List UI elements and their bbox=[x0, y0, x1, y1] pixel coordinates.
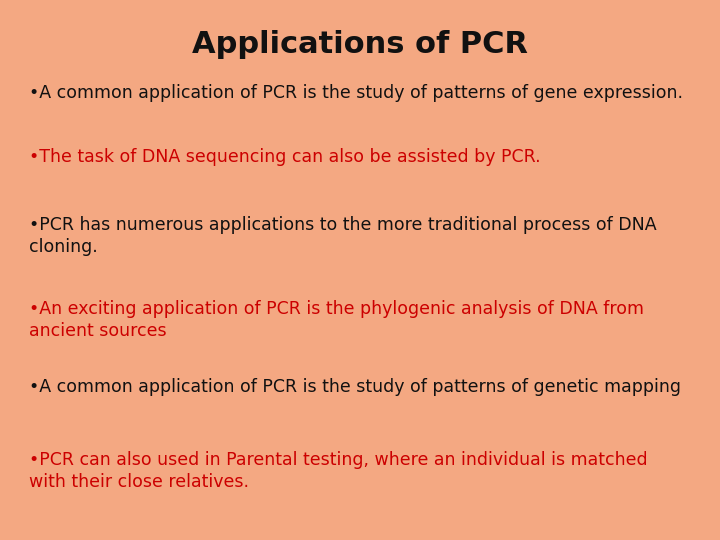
Text: •PCR has numerous applications to the more traditional process of DNA
cloning.: •PCR has numerous applications to the mo… bbox=[29, 216, 657, 256]
Text: •The task of DNA sequencing can also be assisted by PCR.: •The task of DNA sequencing can also be … bbox=[29, 148, 541, 166]
Text: •An exciting application of PCR is the phylogenic analysis of DNA from
ancient s: •An exciting application of PCR is the p… bbox=[29, 300, 644, 340]
Text: •A common application of PCR is the study of patterns of gene expression.: •A common application of PCR is the stud… bbox=[29, 84, 683, 102]
Text: •PCR can also used in Parental testing, where an individual is matched
with thei: •PCR can also used in Parental testing, … bbox=[29, 451, 647, 491]
Text: Applications of PCR: Applications of PCR bbox=[192, 30, 528, 59]
Text: •A common application of PCR is the study of patterns of genetic mapping: •A common application of PCR is the stud… bbox=[29, 378, 681, 396]
